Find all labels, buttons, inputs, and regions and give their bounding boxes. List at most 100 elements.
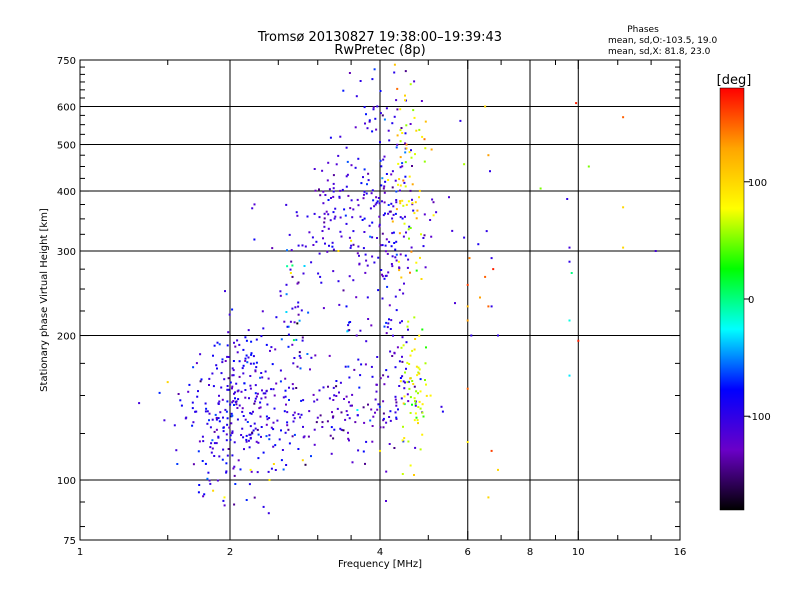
- data-point: [271, 247, 274, 250]
- data-point: [249, 375, 252, 377]
- data-point: [407, 200, 410, 203]
- data-point: [418, 196, 420, 199]
- data-point: [348, 236, 351, 239]
- data-point: [286, 424, 289, 427]
- data-point: [280, 338, 283, 341]
- data-point: [210, 451, 213, 454]
- data-point: [379, 159, 382, 162]
- data-point: [360, 182, 363, 185]
- data-point: [380, 269, 383, 271]
- data-point: [411, 202, 414, 205]
- data-point: [339, 381, 342, 384]
- data-point: [416, 419, 419, 422]
- data-point: [237, 459, 240, 462]
- data-point: [307, 435, 310, 438]
- data-point: [381, 177, 384, 180]
- data-point: [242, 372, 245, 375]
- data-point: [223, 496, 226, 499]
- data-point: [459, 119, 462, 122]
- data-point: [296, 322, 299, 325]
- data-point: [385, 500, 387, 502]
- data-point: [360, 363, 363, 366]
- data-point: [405, 341, 408, 344]
- data-point: [413, 385, 416, 388]
- data-point: [236, 351, 239, 354]
- data-point: [399, 189, 401, 192]
- data-point: [402, 292, 405, 295]
- data-point: [255, 440, 258, 443]
- data-point: [332, 195, 335, 198]
- data-point: [421, 328, 424, 331]
- data-point: [231, 367, 234, 370]
- data-point: [359, 329, 362, 332]
- data-point: [260, 426, 263, 428]
- data-point: [466, 441, 469, 443]
- data-point: [250, 470, 253, 473]
- data-point: [323, 212, 326, 215]
- data-point: [226, 388, 229, 391]
- data-point: [394, 395, 397, 398]
- data-point: [375, 201, 378, 204]
- data-point: [350, 239, 353, 242]
- data-point: [220, 386, 223, 389]
- data-point: [424, 362, 427, 365]
- data-point: [282, 396, 285, 399]
- legend-line-x: mean, sd,X: 81.8, 23.0: [608, 47, 711, 57]
- data-point: [365, 440, 368, 443]
- data-point: [298, 351, 301, 354]
- data-point: [396, 87, 399, 90]
- data-point: [198, 440, 201, 443]
- data-point: [312, 244, 315, 246]
- data-point: [385, 238, 388, 241]
- data-point: [401, 199, 404, 202]
- data-point: [204, 410, 207, 413]
- data-point: [296, 282, 299, 285]
- data-point: [402, 380, 405, 383]
- data-point: [381, 244, 384, 247]
- data-point: [413, 116, 416, 119]
- data-point: [435, 211, 438, 214]
- data-point: [398, 269, 401, 272]
- data-point: [316, 416, 319, 419]
- data-point: [419, 390, 422, 393]
- data-point: [301, 244, 304, 247]
- data-point: [414, 404, 417, 407]
- data-point: [292, 339, 295, 342]
- data-point: [419, 448, 422, 451]
- data-point: [577, 339, 580, 342]
- data-point: [245, 354, 248, 357]
- data-point: [402, 402, 405, 405]
- data-point: [233, 503, 236, 506]
- data-point: [345, 185, 348, 188]
- data-point: [230, 412, 233, 415]
- data-point: [332, 174, 335, 177]
- data-point: [211, 418, 214, 421]
- data-point: [279, 369, 282, 372]
- data-point: [378, 405, 381, 408]
- data-point: [296, 365, 299, 368]
- data-point: [285, 311, 288, 313]
- data-point: [247, 329, 250, 332]
- data-point: [192, 463, 195, 466]
- data-point: [236, 339, 239, 342]
- data-point: [293, 417, 296, 420]
- data-point: [232, 369, 235, 372]
- data-point: [272, 445, 275, 448]
- data-point: [222, 499, 225, 502]
- data-point: [361, 219, 364, 221]
- data-point: [231, 385, 234, 388]
- data-point: [253, 422, 256, 425]
- data-point: [180, 404, 183, 407]
- data-point: [399, 200, 402, 203]
- data-point: [205, 407, 208, 410]
- data-point: [240, 390, 243, 393]
- data-point: [400, 346, 403, 349]
- data-point: [398, 178, 401, 181]
- data-point: [323, 217, 326, 220]
- data-point: [293, 433, 296, 436]
- data-point: [404, 70, 407, 73]
- data-point: [352, 230, 355, 233]
- data-point: [342, 289, 345, 292]
- data-point: [239, 468, 242, 471]
- data-point: [310, 261, 313, 264]
